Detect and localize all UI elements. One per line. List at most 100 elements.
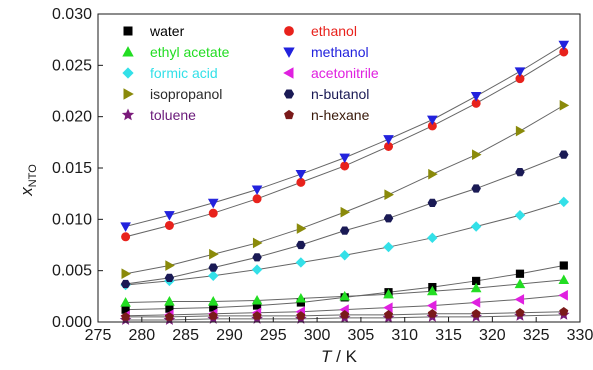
data-point-isopropanol — [559, 100, 570, 111]
legend-label-n-hexane: n-hexane — [311, 107, 370, 123]
data-point-isopropanol — [515, 125, 526, 137]
data-point-ethyl-acetate — [427, 285, 438, 296]
data-point-formic-acid — [251, 264, 263, 275]
y-tick-label: 0.030 — [52, 6, 92, 23]
data-point-n-butanol — [427, 198, 438, 208]
y-tick-label: 0.015 — [52, 160, 92, 177]
data-point-ethanol — [208, 208, 218, 218]
data-point-isopropanol — [296, 223, 307, 234]
x-tick-label: 310 — [391, 327, 418, 344]
data-point-formic-acid — [470, 221, 482, 232]
legend-marker-isopropanol — [123, 88, 134, 100]
y-tick-label: 0.000 — [52, 314, 92, 331]
x-tick-label: 325 — [523, 327, 550, 344]
data-point-n-butanol — [208, 263, 218, 272]
data-point-methanol — [251, 185, 263, 195]
data-point-n-hexane — [515, 307, 525, 317]
x-axis-label-var: T — [321, 347, 333, 366]
y-tick-label: 0.025 — [52, 57, 92, 74]
data-point-methanol — [514, 67, 526, 77]
data-point-acetonitrile — [514, 294, 525, 305]
data-point-acetonitrile — [383, 302, 393, 313]
legend-marker-acetonitrile — [283, 67, 294, 79]
data-point-isopropanol — [428, 168, 438, 180]
y-tick-label: 0.010 — [52, 211, 92, 228]
data-point-n-hexane — [427, 309, 437, 318]
data-point-formic-acid — [427, 232, 438, 244]
data-point-isopropanol — [252, 237, 263, 249]
data-point-n-hexane — [296, 311, 306, 320]
legend-marker-formic-acid — [122, 67, 134, 79]
legend-marker-ethanol — [284, 26, 294, 36]
data-point-acetonitrile — [558, 289, 568, 301]
y-axis-label-sub: NTO — [27, 164, 39, 187]
data-point-n-hexane — [208, 311, 218, 320]
data-point-methanol — [339, 153, 351, 164]
y-tick-label: 0.020 — [52, 109, 92, 126]
data-point-n-butanol — [120, 279, 131, 289]
data-point-formic-acid — [208, 270, 219, 282]
legend-label-ethanol: ethanol — [311, 23, 357, 39]
y-axis-label-main: x — [17, 187, 36, 197]
data-point-methanol — [383, 135, 394, 145]
data-point-ethyl-acetate — [339, 290, 351, 301]
x-tick-label: 300 — [304, 327, 331, 344]
data-point-formic-acid — [383, 241, 394, 253]
x-tick-label: 290 — [216, 327, 243, 344]
data-point-methanol — [207, 198, 219, 209]
data-point-ethyl-acetate — [383, 288, 394, 299]
y-tick-label: 0.005 — [52, 263, 92, 280]
x-tick-label: 280 — [128, 327, 155, 344]
data-point-n-butanol — [471, 184, 481, 193]
legend-marker-ethyl-acetate — [122, 46, 134, 57]
fit-curve-isopropanol — [125, 104, 565, 275]
data-point-water — [559, 261, 568, 270]
data-point-ethyl-acetate — [164, 296, 175, 306]
data-point-isopropanol — [472, 149, 482, 160]
data-point-ethanol — [252, 194, 262, 204]
x-axis-label-unit: / K — [331, 347, 357, 366]
data-point-formic-acid — [558, 196, 570, 208]
data-point-ethyl-acetate — [558, 274, 570, 285]
data-point-isopropanol — [340, 206, 351, 218]
x-tick-label: 295 — [260, 327, 287, 344]
data-point-n-butanol — [164, 273, 175, 282]
data-point-ethyl-acetate — [251, 295, 263, 305]
legend-marker-toluene — [121, 108, 135, 121]
data-point-n-hexane — [164, 312, 174, 321]
legend-label-ethyl-acetate: ethyl acetate — [150, 44, 230, 60]
data-point-n-butanol — [339, 226, 350, 235]
data-point-ethyl-acetate — [514, 278, 526, 289]
data-point-n-hexane — [121, 312, 131, 321]
legend-marker-n-butanol — [283, 89, 295, 99]
legend-marker-n-hexane — [284, 109, 294, 120]
data-point-methanol — [120, 222, 131, 232]
data-point-isopropanol — [209, 248, 219, 260]
x-tick-label: 305 — [348, 327, 375, 344]
data-point-water — [515, 269, 525, 278]
legend-marker-water — [123, 26, 133, 36]
data-point-n-hexane — [471, 309, 481, 318]
x-tick-label: 320 — [479, 327, 506, 344]
legend-label-water: water — [149, 23, 185, 39]
legend-label-acetonitrile: acetonitrile — [311, 65, 379, 81]
data-point-formic-acid — [514, 210, 526, 221]
x-tick-label: 275 — [85, 327, 112, 344]
x-tick-label: 315 — [435, 327, 462, 344]
data-point-n-hexane — [383, 310, 394, 319]
ticks-layer: 275 280 285 290 295 300 305 310 315 320 325 330 0.00… — [52, 6, 593, 344]
x-tick-label: 285 — [172, 327, 199, 344]
legend-marker-methanol — [283, 47, 295, 58]
legend-label-isopropanol: isopropanol — [150, 86, 222, 102]
legend-label-toluene: toluene — [150, 107, 196, 123]
markers-layer — [119, 40, 570, 325]
data-point-n-butanol — [252, 253, 262, 262]
legend: water ethanol ethyl acetate methanol formic … — [121, 23, 379, 123]
data-point-n-hexane — [340, 310, 350, 319]
legend-label-formic-acid: formic acid — [150, 65, 218, 81]
data-point-n-butanol — [559, 150, 569, 159]
data-point-isopropanol — [121, 268, 132, 280]
data-point-ethanol — [164, 220, 174, 230]
data-point-methanol — [164, 211, 175, 221]
